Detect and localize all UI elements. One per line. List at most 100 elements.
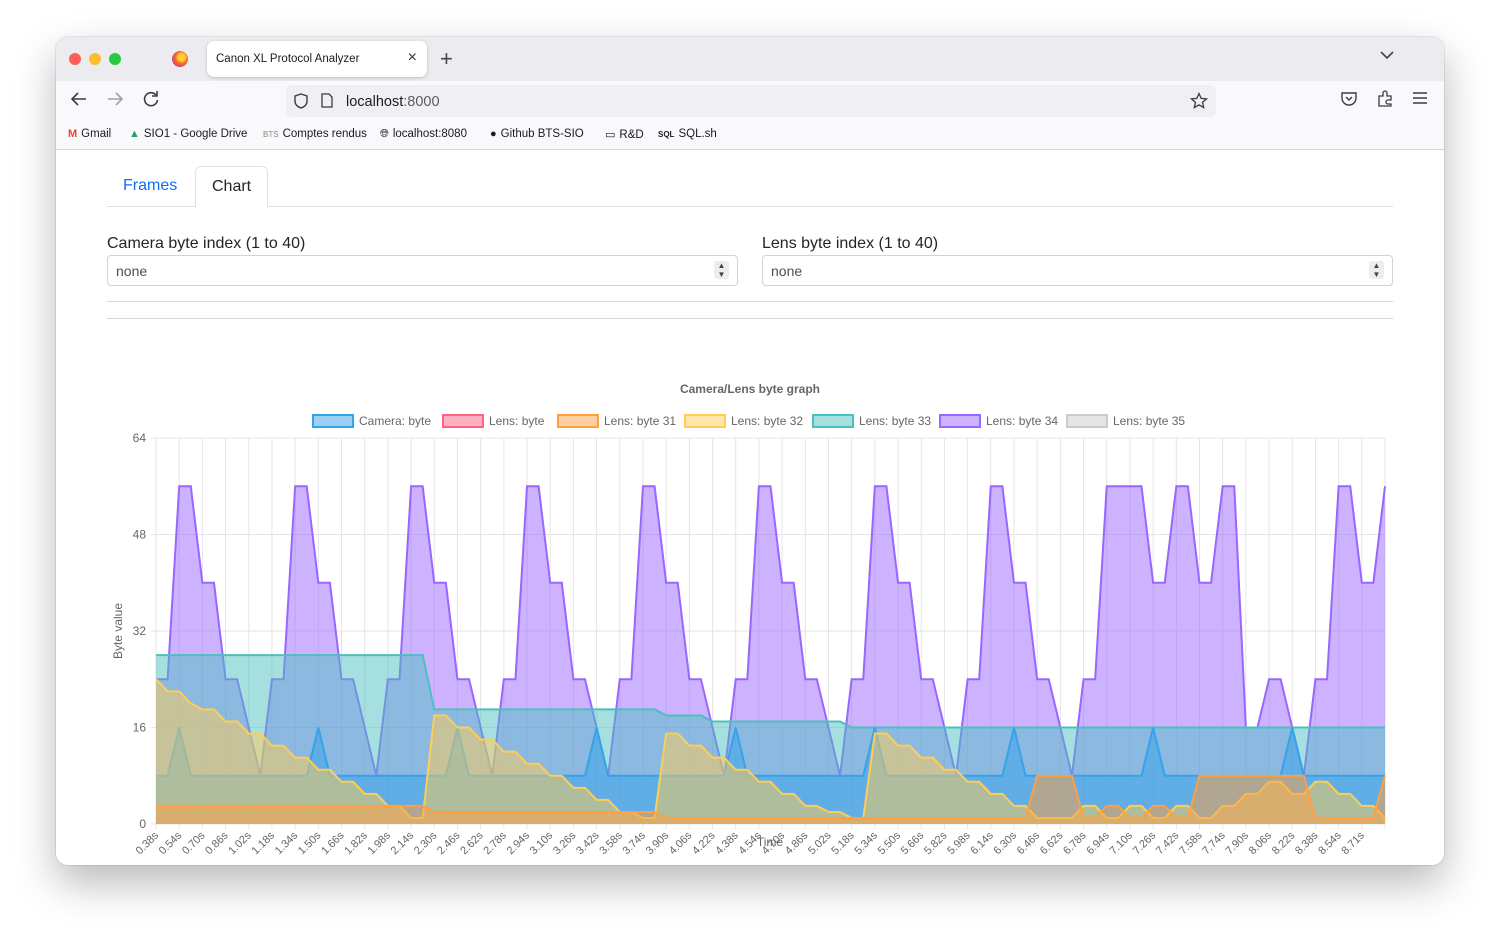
- byte-chart: Camera/Lens byte graph Camera: byte Lens: …: [111, 382, 1386, 857]
- tab-chart[interactable]: Chart: [195, 166, 269, 208]
- lens-byte-32-area: [156, 679, 1385, 824]
- minimize-window-button[interactable]: [89, 53, 101, 65]
- close-window-button[interactable]: [69, 53, 81, 65]
- x-tick-label: 1.66s: [319, 829, 347, 857]
- lens-byte-select[interactable]: none ▲ ▼: [762, 255, 1393, 286]
- bookmark-gmail[interactable]: M Gmail: [68, 128, 112, 140]
- navigation-toolbar: localhost:8000: [56, 81, 1444, 121]
- firefox-icon[interactable]: [172, 51, 188, 67]
- x-tick-label: 7.10s: [1108, 829, 1136, 857]
- x-tick-label: 0.38s: [134, 829, 162, 857]
- x-tick-label: 7.74s: [1200, 829, 1228, 857]
- x-tick-label: 5.02s: [806, 829, 834, 857]
- x-tick-label: 7.58s: [1177, 829, 1205, 857]
- bookmark-star-icon[interactable]: [1189, 91, 1209, 115]
- x-tick-label: 5.50s: [876, 829, 904, 857]
- x-tick-label: 6.46s: [1015, 829, 1043, 857]
- bookmark-localhost-8080[interactable]: 🌐︎ localhost:8080: [380, 128, 467, 140]
- chevron-down-icon[interactable]: [1380, 47, 1394, 65]
- bookmark-rd[interactable]: ▭ R&D: [605, 129, 644, 141]
- legend-label: Lens: byte: [489, 414, 545, 428]
- x-tick-label: 7.90s: [1223, 829, 1251, 857]
- page-content: Frames Chart Camera byte index (1 to 40)…: [56, 150, 1444, 865]
- forward-icon[interactable]: [106, 90, 124, 113]
- legend-label: Lens: byte 32: [731, 414, 803, 428]
- google-drive-icon: ▲: [129, 128, 140, 140]
- x-tick-label: 2.14s: [389, 829, 417, 857]
- reload-icon[interactable]: [142, 90, 160, 113]
- legend-label: Lens: byte 35: [1113, 414, 1185, 428]
- close-tab-icon[interactable]: ×: [407, 49, 417, 66]
- camera-byte-label: Camera byte index (1 to 40): [107, 235, 306, 252]
- bookmark-sql[interactable]: SQL SQL.sh: [658, 128, 717, 140]
- pocket-icon[interactable]: [1340, 90, 1358, 113]
- x-tick-label: 3.26s: [551, 829, 579, 857]
- legend-label: Lens: byte 34: [986, 414, 1058, 428]
- x-tick-label: 3.58s: [597, 829, 625, 857]
- y-tick-label: 0: [139, 817, 146, 831]
- tab-title: Canon XL Protocol Analyzer: [216, 53, 360, 65]
- x-tick-label: 4.22s: [690, 829, 718, 857]
- x-tick-label: 1.82s: [342, 829, 370, 857]
- legend-swatch: [442, 414, 484, 428]
- bookmarks-toolbar: M Gmail ▲ SIO1 - Google Drive BTS Comptes r…: [56, 121, 1444, 150]
- x-tick-label: 2.94s: [505, 829, 533, 857]
- x-tick-label: 1.02s: [226, 829, 254, 857]
- url-bar[interactable]: localhost:8000: [286, 85, 1216, 117]
- url-text[interactable]: localhost:8000: [346, 94, 440, 110]
- x-tick-label: 8.54s: [1316, 829, 1344, 857]
- new-tab-icon[interactable]: +: [440, 46, 453, 71]
- x-tick-label: 5.66s: [899, 829, 927, 857]
- lens-byte-value: none: [771, 263, 803, 279]
- bookmark-github[interactable]: ● Github BTS-SIO: [490, 128, 584, 140]
- page-tabs: Frames Chart: [107, 166, 1393, 208]
- legend-swatch: [312, 414, 354, 428]
- tab-strip: Canon XL Protocol Analyzer × +: [56, 37, 1444, 81]
- x-tick-label: 3.74s: [621, 829, 649, 857]
- x-tick-label: 1.50s: [296, 829, 324, 857]
- x-axis-title: Time: [757, 835, 784, 849]
- x-tick-label: 5.18s: [829, 829, 857, 857]
- y-tick-label: 32: [133, 624, 147, 638]
- y-tick-label: 48: [133, 528, 147, 542]
- sql-icon: SQL: [658, 130, 675, 139]
- legend-swatch: [557, 414, 599, 428]
- bookmark-comptes-rendus[interactable]: BTS Comptes rendus: [263, 128, 367, 140]
- x-tick-label: 2.62s: [458, 829, 486, 857]
- globe-icon: 🌐︎: [380, 128, 389, 140]
- gmail-icon: M: [68, 128, 78, 140]
- zoom-window-button[interactable]: [109, 53, 121, 65]
- menu-icon[interactable]: [1412, 90, 1428, 111]
- select-arrows-icon: ▲ ▼: [714, 261, 729, 279]
- bts-icon: BTS: [263, 130, 279, 139]
- x-tick-label: 4.86s: [783, 829, 811, 857]
- y-tick-label: 64: [133, 431, 147, 445]
- x-tick-label: 8.06s: [1247, 829, 1275, 857]
- x-tick-label: 6.14s: [968, 829, 996, 857]
- lens-byte-33-line: [156, 654, 1385, 729]
- x-tick-label: 2.30s: [412, 829, 440, 857]
- x-tick-label: 8.71s: [1339, 829, 1367, 857]
- folder-icon: ▭: [605, 129, 616, 141]
- bookmark-google-drive[interactable]: ▲ SIO1 - Google Drive: [129, 128, 248, 140]
- x-tick-label: 0.86s: [203, 829, 231, 857]
- select-arrows-icon: ▲ ▼: [1369, 261, 1384, 279]
- legend-swatch: [684, 414, 726, 428]
- shield-icon[interactable]: [294, 93, 308, 114]
- divider: [107, 301, 1393, 302]
- x-tick-label: 1.98s: [365, 829, 393, 857]
- camera-byte-select[interactable]: none ▲ ▼: [107, 255, 738, 286]
- x-tick-label: 6.78s: [1061, 829, 1089, 857]
- x-tick-label: 4.38s: [713, 829, 741, 857]
- x-tick-label: 0.70s: [180, 829, 208, 857]
- y-tick-label: 16: [133, 721, 147, 735]
- x-tick-label: 5.82s: [922, 829, 950, 857]
- extensions-icon[interactable]: [1376, 90, 1394, 113]
- browser-tab[interactable]: Canon XL Protocol Analyzer ×: [207, 41, 427, 77]
- x-tick-label: 8.38s: [1293, 829, 1321, 857]
- x-tick-label: 6.62s: [1038, 829, 1066, 857]
- legend-label: Camera: byte: [359, 414, 431, 428]
- back-icon[interactable]: [70, 90, 88, 113]
- tab-frames[interactable]: Frames: [123, 177, 178, 194]
- divider: [107, 318, 1393, 319]
